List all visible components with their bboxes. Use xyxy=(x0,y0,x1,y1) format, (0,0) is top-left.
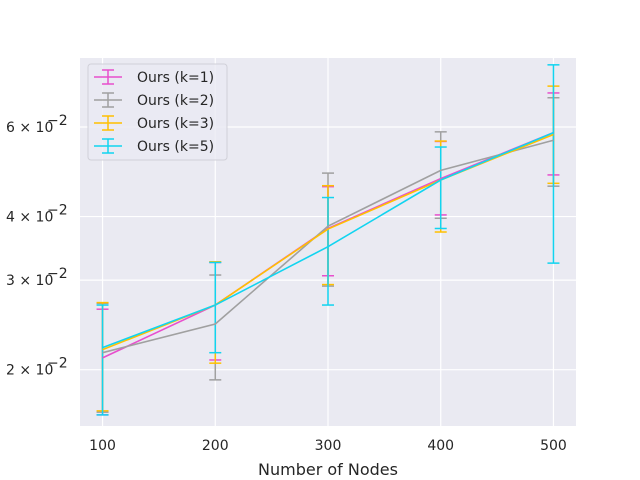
y-tick-mantissa: 6 × 10 xyxy=(6,120,53,136)
y-tick-mantissa: 3 × 10 xyxy=(6,273,53,289)
x-tick-label: 400 xyxy=(427,438,454,454)
x-axis-label: Number of Nodes xyxy=(258,460,398,479)
series-line xyxy=(102,131,554,349)
y-tick-exponent: −2 xyxy=(47,356,68,372)
x-tick-label: 300 xyxy=(315,438,342,454)
y-tick-exponent: −2 xyxy=(47,266,68,282)
y-tick-exponent: −2 xyxy=(47,203,68,219)
y-tick-exponent: −2 xyxy=(47,113,68,129)
y-tick-label: 6 × 10−2 xyxy=(6,113,68,136)
legend-box xyxy=(87,63,228,161)
legend-entry: Ours (k=2) xyxy=(94,92,214,109)
y-tick-label: 3 × 10−2 xyxy=(6,266,68,289)
legend: Ours (k=1) Ours (k=2) Ours (k=3) Ours (k=5) xyxy=(87,63,228,161)
legend-label: Ours (k=1) xyxy=(137,70,214,86)
legend-label: Ours (k=2) xyxy=(137,93,214,109)
legend-label: Ours (k=5) xyxy=(137,139,214,155)
legend-entry: Ours (k=1) xyxy=(94,69,214,86)
x-tick-label: 500 xyxy=(540,438,567,454)
x-tick-labels: 100 200 300 400 500 xyxy=(89,438,567,454)
x-tick-label: 200 xyxy=(202,438,229,454)
legend-entry: Ours (k=3) xyxy=(94,115,214,132)
y-tick-mantissa: 2 × 10 xyxy=(6,363,53,379)
y-tick-mantissa: 4 × 10 xyxy=(6,210,53,226)
series-line xyxy=(102,139,554,354)
series-lines xyxy=(102,131,554,359)
legend-label: Ours (k=3) xyxy=(137,116,214,132)
error-bar-group xyxy=(96,64,560,416)
x-tick-label: 100 xyxy=(89,438,116,454)
y-tick-label: 2 × 10−2 xyxy=(6,356,68,379)
legend-entry: Ours (k=5) xyxy=(94,138,214,155)
y-tick-label: 4 × 10−2 xyxy=(6,203,68,226)
error-bars xyxy=(96,64,560,416)
y-tick-labels: 2 × 10−23 × 10−24 × 10−26 × 10−2 xyxy=(6,113,68,379)
